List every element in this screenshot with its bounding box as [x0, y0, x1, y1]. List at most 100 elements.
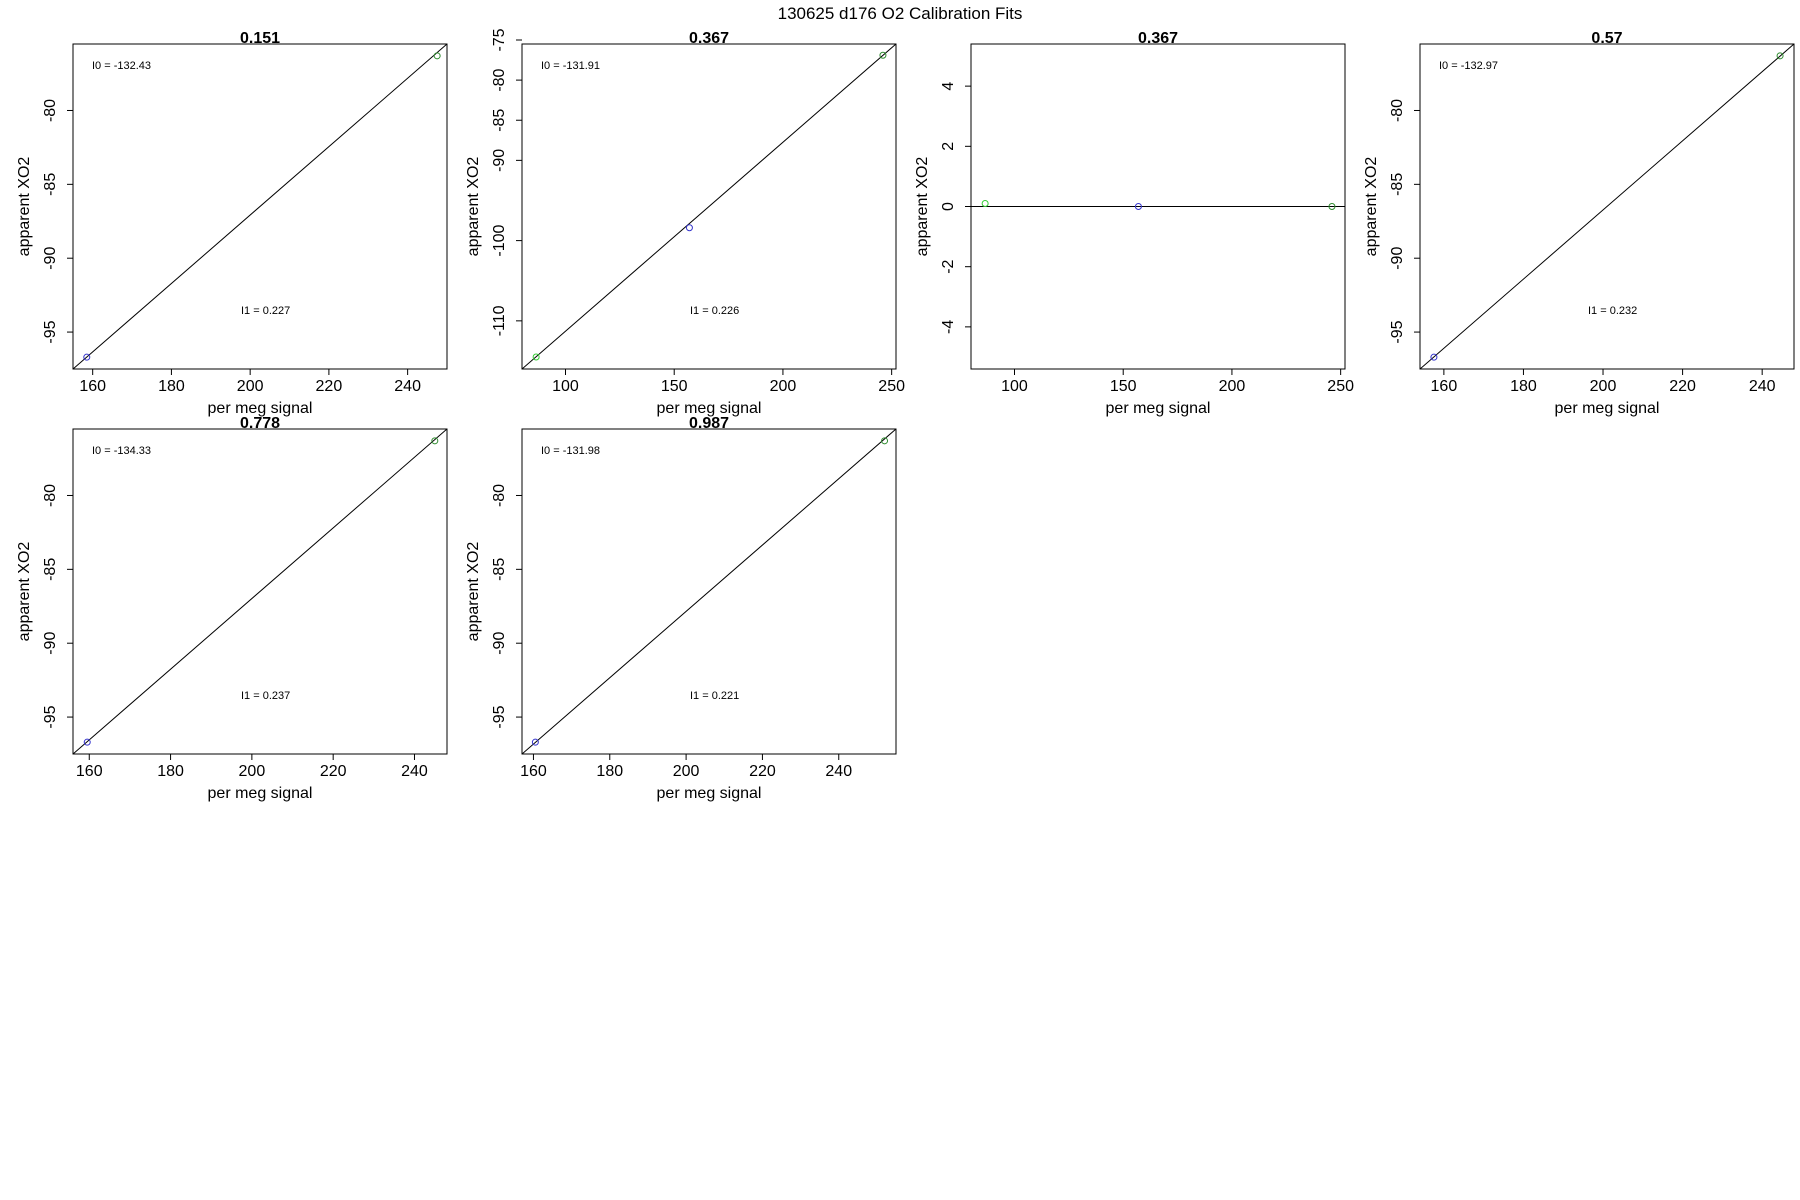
intercept-annotation: I0 = -131.98: [541, 445, 600, 457]
y-tick-label: -85: [1389, 173, 1406, 196]
x-tick-label: 220: [749, 763, 776, 780]
data-point-2: [881, 437, 889, 445]
panel-4: 0.57 160 180 200 220 240 per meg signal -95 -90 -…: [1363, 30, 1795, 417]
panel-title: 0.778: [240, 415, 280, 432]
x-tick-label: 220: [316, 378, 343, 395]
x-tick-label: 150: [1110, 378, 1137, 395]
y-axis-label: apparent XO2: [465, 542, 482, 642]
y-tick-label: -90: [1389, 247, 1406, 270]
y-tick-label: 2: [940, 142, 957, 151]
fit-line: [73, 429, 447, 754]
y-axis-label: apparent XO2: [914, 157, 931, 257]
plot-frame: [521, 43, 897, 370]
y-tick-label: -2: [940, 259, 957, 273]
x-tick-label: 250: [878, 378, 905, 395]
plot-frame: [1419, 43, 1795, 370]
fit-line: [522, 429, 896, 754]
x-tick-label: 240: [825, 763, 852, 780]
figure-title: 130625 d176 O2 Calibration Fits: [778, 4, 1023, 23]
y-tick-label: -80: [42, 99, 59, 122]
intercept-annotation: I0 = -131.91: [541, 60, 600, 72]
y-tick-label: -90: [42, 247, 59, 270]
x-tick-label: 180: [158, 378, 185, 395]
y-tick-label: -80: [42, 484, 59, 507]
plot-frame: [72, 43, 448, 370]
fit-line: [1420, 44, 1794, 369]
intercept-annotation: I0 = -132.97: [1439, 60, 1498, 72]
data-point-1: [83, 738, 91, 746]
y-axis-label: apparent XO2: [465, 157, 482, 257]
x-tick-label: 160: [79, 378, 106, 395]
x-tick-label: 240: [394, 378, 421, 395]
x-tick-label: 200: [239, 763, 266, 780]
plot-frame: [521, 428, 897, 755]
y-tick-label: -95: [42, 705, 59, 728]
intercept-annotation: I0 = -134.33: [92, 445, 151, 457]
y-tick-label: -95: [42, 320, 59, 343]
panel-5: 0.778 160 180 200 220 240 per meg signal -95 -90…: [16, 415, 448, 802]
panel-title: 0.367: [1138, 30, 1178, 47]
slope-annotation: I1 = 0.226: [690, 305, 739, 317]
data-point-1: [532, 353, 540, 361]
x-axis-label: per meg signal: [657, 785, 762, 802]
panel-title: 0.151: [240, 30, 280, 47]
y-axis-label: apparent XO2: [16, 157, 33, 257]
y-axis-label: apparent XO2: [16, 542, 33, 642]
x-tick-label: 160: [76, 763, 103, 780]
data-point-1: [531, 738, 539, 746]
x-tick-label: 250: [1327, 378, 1354, 395]
x-tick-label: 100: [552, 378, 579, 395]
x-tick-label: 100: [1001, 378, 1028, 395]
x-axis-label: per meg signal: [208, 400, 313, 417]
y-tick-label: -100: [491, 224, 508, 256]
y-tick-label: -85: [491, 558, 508, 581]
data-point-1: [83, 353, 91, 361]
data-point-2: [433, 52, 441, 60]
y-tick-label: -95: [1389, 320, 1406, 343]
panel-3: 0.367 100 150 200 250 per meg signal -4 -2 0 2 4 ap…: [914, 30, 1354, 417]
x-tick-label: 200: [237, 378, 264, 395]
panel-1: 0.151 160 180 200 220 240 per meg signal -95 -90…: [16, 30, 448, 417]
data-point-2: [431, 437, 439, 445]
y-tick-label: -90: [42, 632, 59, 655]
x-tick-label: 240: [1749, 378, 1776, 395]
y-tick-label: -90: [491, 149, 508, 172]
data-point-3: [879, 51, 887, 59]
x-tick-label: 180: [157, 763, 184, 780]
data-point-3: [1328, 203, 1336, 210]
x-tick-label: 180: [1510, 378, 1537, 395]
data-point-2: [685, 224, 693, 232]
x-tick-label: 200: [1219, 378, 1246, 395]
y-tick-label: -4: [940, 320, 957, 334]
x-tick-label: 160: [1431, 378, 1458, 395]
y-tick-label: 0: [940, 202, 957, 211]
y-tick-label: -95: [491, 705, 508, 728]
x-axis-label: per meg signal: [1106, 400, 1211, 417]
panel-title: 0.987: [689, 415, 729, 432]
x-tick-label: 200: [770, 378, 797, 395]
x-tick-label: 240: [401, 763, 428, 780]
plot-frame: [72, 428, 448, 755]
slope-annotation: I1 = 0.221: [690, 690, 739, 702]
slope-annotation: I1 = 0.237: [241, 690, 290, 702]
intercept-annotation: I0 = -132.43: [92, 60, 151, 72]
panel-6: 0.987 160 180 200 220 240 per meg signal -95 -90…: [465, 415, 897, 802]
panel-title: 0.57: [1591, 30, 1622, 47]
y-tick-label: -90: [491, 632, 508, 655]
y-tick-label: -110: [491, 305, 508, 336]
x-tick-label: 150: [661, 378, 688, 395]
y-tick-label: -85: [42, 173, 59, 196]
x-tick-label: 180: [596, 763, 623, 780]
x-axis-label: per meg signal: [208, 785, 313, 802]
data-point-1: [981, 199, 989, 207]
y-tick-label: 4: [940, 82, 957, 91]
fit-line: [522, 44, 896, 369]
x-tick-label: 200: [1590, 378, 1617, 395]
panel-2: 0.367 100 150 200 250 per meg signal -110 -100 -…: [465, 28, 905, 417]
y-tick-label: -80: [1389, 99, 1406, 122]
y-tick-label: -80: [491, 484, 508, 507]
data-point-2: [1134, 203, 1142, 210]
x-tick-label: 200: [673, 763, 700, 780]
